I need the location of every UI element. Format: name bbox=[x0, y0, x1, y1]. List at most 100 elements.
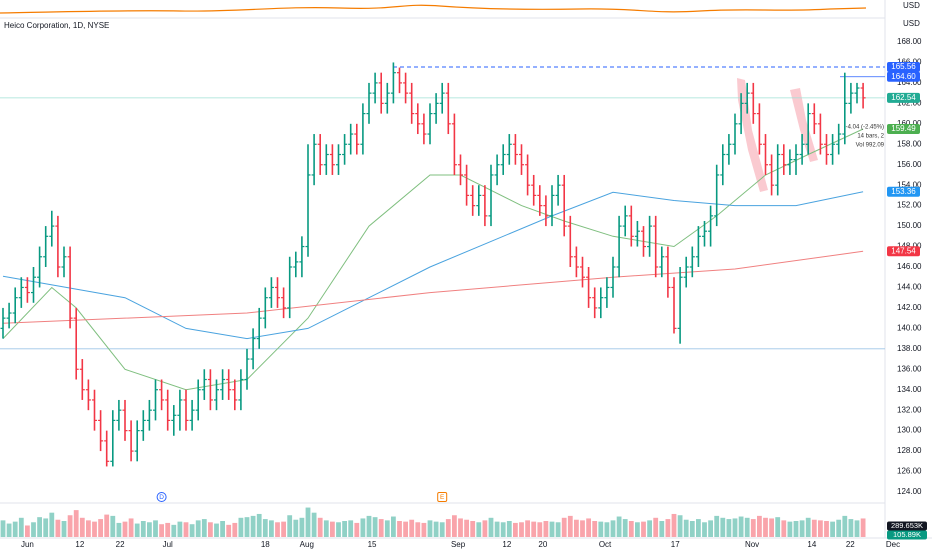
volume-bar bbox=[384, 520, 390, 537]
volume-bar bbox=[641, 521, 646, 537]
volume-bar bbox=[305, 507, 311, 537]
volume-bar bbox=[323, 520, 329, 537]
measure-annotation: 14 bars, 2 bbox=[857, 134, 884, 140]
volume-bar bbox=[427, 520, 433, 537]
x-tick-label: 18 bbox=[261, 540, 270, 549]
volume-bar bbox=[226, 524, 232, 537]
volume-bar bbox=[830, 521, 835, 537]
volume-bar bbox=[738, 516, 744, 537]
volume-bar bbox=[153, 520, 158, 537]
volume-bar bbox=[445, 519, 451, 537]
volume-bar bbox=[531, 521, 537, 537]
event-label: D bbox=[159, 494, 164, 501]
volume-bar bbox=[488, 517, 494, 537]
currency-label: USD bbox=[903, 19, 920, 28]
volume-bar bbox=[476, 522, 482, 537]
volume-bar bbox=[403, 521, 408, 537]
price-label-box bbox=[887, 124, 920, 135]
volume-bar bbox=[555, 522, 561, 537]
volume-bar bbox=[0, 520, 6, 537]
volume-bar bbox=[659, 521, 665, 537]
y-tick-label: 156.00 bbox=[897, 160, 922, 169]
volume-bar bbox=[31, 522, 36, 537]
x-tick-label: Oct bbox=[599, 540, 612, 549]
moving-average bbox=[2, 250, 864, 324]
volume-bar bbox=[92, 521, 97, 537]
volume-bar bbox=[37, 517, 42, 537]
x-tick-label: 15 bbox=[368, 540, 377, 549]
volume-bar bbox=[494, 521, 500, 537]
volume-bar bbox=[720, 517, 726, 537]
volume-bar bbox=[665, 519, 671, 537]
price-label: 164.60 bbox=[891, 72, 916, 81]
y-tick-label: 168.00 bbox=[897, 37, 922, 46]
volume-bar bbox=[592, 521, 598, 537]
volume-bar bbox=[848, 519, 854, 537]
volume-bar bbox=[805, 517, 811, 537]
volume-bar bbox=[799, 520, 805, 537]
volume-bar bbox=[811, 519, 817, 537]
volume-bar bbox=[793, 521, 799, 537]
volume-bar bbox=[622, 519, 628, 537]
volume-bar bbox=[647, 520, 652, 537]
x-tick-label: 22 bbox=[846, 540, 855, 549]
volume-bar bbox=[842, 515, 848, 537]
volume-bar bbox=[628, 521, 634, 537]
volume-bar bbox=[537, 522, 543, 537]
x-tick-label: 14 bbox=[807, 540, 816, 549]
volume-bar bbox=[244, 517, 250, 537]
volume-bar bbox=[671, 513, 677, 537]
y-tick-label: 144.00 bbox=[897, 283, 922, 292]
volume-bar bbox=[330, 521, 335, 537]
volume-bar bbox=[653, 517, 659, 537]
volume-bar bbox=[677, 515, 683, 537]
y-tick-label: 126.00 bbox=[897, 467, 922, 476]
volume-bar bbox=[104, 514, 110, 537]
volume-bar bbox=[195, 520, 201, 537]
event-label: E bbox=[440, 494, 445, 501]
price-label-box bbox=[887, 71, 920, 82]
price-label: 147.54 bbox=[891, 246, 916, 255]
volume-bar bbox=[262, 519, 268, 537]
price-label: 162.54 bbox=[891, 93, 916, 102]
volume-bar bbox=[543, 521, 549, 537]
volume-bar bbox=[177, 521, 183, 537]
volume-bar bbox=[854, 520, 860, 537]
volume-bar bbox=[201, 519, 207, 537]
y-tick-label: 132.00 bbox=[897, 405, 922, 414]
volume-bar bbox=[281, 521, 286, 537]
x-tick-label: Sep bbox=[451, 540, 466, 549]
volume-bar bbox=[25, 525, 30, 537]
volume-bar bbox=[635, 522, 640, 537]
volume-bar bbox=[683, 519, 689, 537]
volume-bar bbox=[378, 519, 384, 537]
volume-bar bbox=[250, 515, 256, 537]
volume-bar bbox=[238, 517, 244, 537]
volume-bar bbox=[6, 523, 12, 537]
volume-bar bbox=[598, 521, 604, 537]
y-tick-label: 128.00 bbox=[897, 446, 922, 455]
volume-bar bbox=[836, 519, 842, 537]
y-tick-label: 140.00 bbox=[897, 323, 922, 332]
volume-bar bbox=[610, 520, 616, 537]
volume-bar bbox=[299, 517, 305, 537]
volume-bar bbox=[787, 521, 793, 537]
volume-bar bbox=[360, 518, 366, 537]
volume-bar bbox=[750, 519, 756, 537]
volume-bar bbox=[49, 512, 55, 537]
volume-bar bbox=[189, 524, 195, 537]
x-tick-label: 17 bbox=[671, 540, 680, 549]
volume-bar bbox=[580, 520, 585, 537]
volume-bar bbox=[79, 517, 85, 537]
volume-bar bbox=[500, 522, 506, 537]
volume-bar bbox=[67, 515, 73, 537]
y-tick-label: 164.00 bbox=[897, 78, 922, 87]
volume-bar bbox=[348, 520, 354, 537]
x-tick-label: 20 bbox=[538, 540, 547, 549]
volume-bar bbox=[561, 517, 567, 537]
event-marker bbox=[437, 492, 448, 502]
volume-bar bbox=[604, 522, 610, 537]
volume-bar bbox=[134, 523, 140, 537]
highlight bbox=[790, 88, 818, 162]
